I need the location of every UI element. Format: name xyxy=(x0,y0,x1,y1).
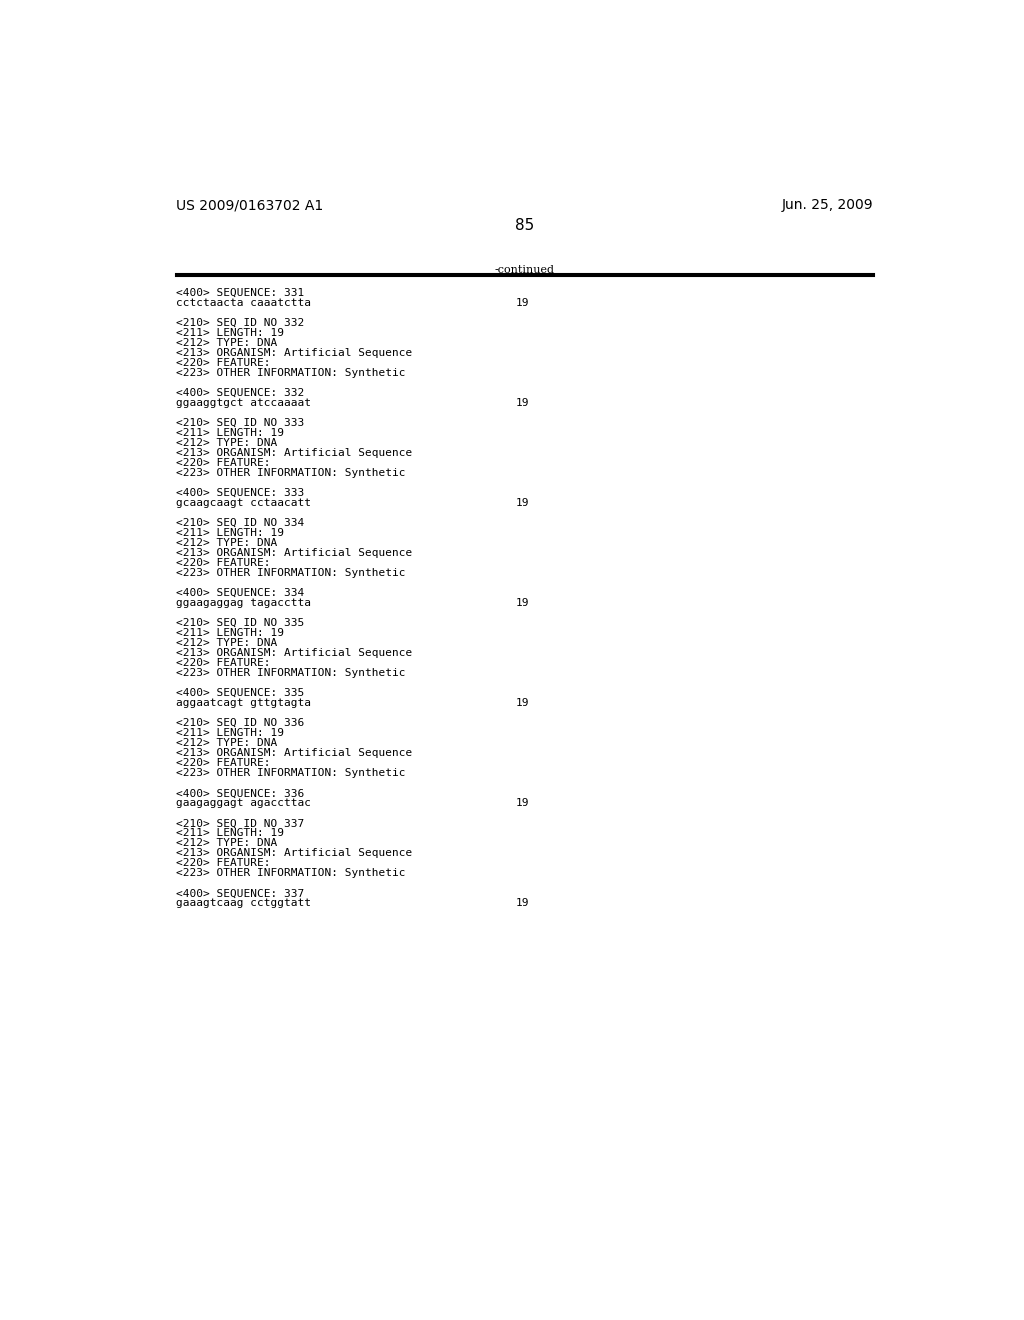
Text: Jun. 25, 2009: Jun. 25, 2009 xyxy=(782,198,873,213)
Text: <211> LENGTH: 19: <211> LENGTH: 19 xyxy=(176,729,284,738)
Text: aggaatcagt gttgtagta: aggaatcagt gttgtagta xyxy=(176,698,311,708)
Text: <212> TYPE: DNA: <212> TYPE: DNA xyxy=(176,338,278,347)
Text: <223> OTHER INFORMATION: Synthetic: <223> OTHER INFORMATION: Synthetic xyxy=(176,469,406,478)
Text: 85: 85 xyxy=(515,218,535,234)
Text: <210> SEQ ID NO 337: <210> SEQ ID NO 337 xyxy=(176,818,304,828)
Text: <212> TYPE: DNA: <212> TYPE: DNA xyxy=(176,438,278,447)
Text: <400> SEQUENCE: 331: <400> SEQUENCE: 331 xyxy=(176,288,304,298)
Text: <220> FEATURE:: <220> FEATURE: xyxy=(176,858,270,869)
Text: <212> TYPE: DNA: <212> TYPE: DNA xyxy=(176,838,278,849)
Text: <223> OTHER INFORMATION: Synthetic: <223> OTHER INFORMATION: Synthetic xyxy=(176,568,406,578)
Text: <223> OTHER INFORMATION: Synthetic: <223> OTHER INFORMATION: Synthetic xyxy=(176,768,406,779)
Text: <212> TYPE: DNA: <212> TYPE: DNA xyxy=(176,638,278,648)
Text: <400> SEQUENCE: 334: <400> SEQUENCE: 334 xyxy=(176,589,304,598)
Text: <213> ORGANISM: Artificial Sequence: <213> ORGANISM: Artificial Sequence xyxy=(176,548,413,558)
Text: <400> SEQUENCE: 335: <400> SEQUENCE: 335 xyxy=(176,688,304,698)
Text: -continued: -continued xyxy=(495,264,555,275)
Text: <211> LENGTH: 19: <211> LENGTH: 19 xyxy=(176,428,284,438)
Text: <223> OTHER INFORMATION: Synthetic: <223> OTHER INFORMATION: Synthetic xyxy=(176,668,406,678)
Text: <220> FEATURE:: <220> FEATURE: xyxy=(176,659,270,668)
Text: <213> ORGANISM: Artificial Sequence: <213> ORGANISM: Artificial Sequence xyxy=(176,447,413,458)
Text: cctctaacta caaatctta: cctctaacta caaatctta xyxy=(176,298,311,308)
Text: <400> SEQUENCE: 336: <400> SEQUENCE: 336 xyxy=(176,788,304,799)
Text: US 2009/0163702 A1: US 2009/0163702 A1 xyxy=(176,198,324,213)
Text: <210> SEQ ID NO 332: <210> SEQ ID NO 332 xyxy=(176,318,304,327)
Text: <223> OTHER INFORMATION: Synthetic: <223> OTHER INFORMATION: Synthetic xyxy=(176,869,406,878)
Text: <220> FEATURE:: <220> FEATURE: xyxy=(176,358,270,368)
Text: gaaagtcaag cctggtatt: gaaagtcaag cctggtatt xyxy=(176,899,311,908)
Text: <220> FEATURE:: <220> FEATURE: xyxy=(176,558,270,568)
Text: <212> TYPE: DNA: <212> TYPE: DNA xyxy=(176,539,278,548)
Text: 19: 19 xyxy=(515,799,529,808)
Text: <212> TYPE: DNA: <212> TYPE: DNA xyxy=(176,738,278,748)
Text: <400> SEQUENCE: 332: <400> SEQUENCE: 332 xyxy=(176,388,304,397)
Text: ggaagaggag tagacctta: ggaagaggag tagacctta xyxy=(176,598,311,609)
Text: <211> LENGTH: 19: <211> LENGTH: 19 xyxy=(176,327,284,338)
Text: <213> ORGANISM: Artificial Sequence: <213> ORGANISM: Artificial Sequence xyxy=(176,648,413,659)
Text: 19: 19 xyxy=(515,899,529,908)
Text: 19: 19 xyxy=(515,298,529,308)
Text: 19: 19 xyxy=(515,498,529,508)
Text: <220> FEATURE:: <220> FEATURE: xyxy=(176,458,270,467)
Text: <210> SEQ ID NO 334: <210> SEQ ID NO 334 xyxy=(176,517,304,528)
Text: <210> SEQ ID NO 335: <210> SEQ ID NO 335 xyxy=(176,618,304,628)
Text: <210> SEQ ID NO 333: <210> SEQ ID NO 333 xyxy=(176,418,304,428)
Text: <213> ORGANISM: Artificial Sequence: <213> ORGANISM: Artificial Sequence xyxy=(176,748,413,758)
Text: 19: 19 xyxy=(515,598,529,609)
Text: 19: 19 xyxy=(515,698,529,708)
Text: <210> SEQ ID NO 336: <210> SEQ ID NO 336 xyxy=(176,718,304,729)
Text: <220> FEATURE:: <220> FEATURE: xyxy=(176,758,270,768)
Text: <400> SEQUENCE: 337: <400> SEQUENCE: 337 xyxy=(176,888,304,899)
Text: <213> ORGANISM: Artificial Sequence: <213> ORGANISM: Artificial Sequence xyxy=(176,849,413,858)
Text: <223> OTHER INFORMATION: Synthetic: <223> OTHER INFORMATION: Synthetic xyxy=(176,368,406,378)
Text: <400> SEQUENCE: 333: <400> SEQUENCE: 333 xyxy=(176,488,304,498)
Text: <211> LENGTH: 19: <211> LENGTH: 19 xyxy=(176,628,284,638)
Text: <211> LENGTH: 19: <211> LENGTH: 19 xyxy=(176,528,284,539)
Text: <211> LENGTH: 19: <211> LENGTH: 19 xyxy=(176,829,284,838)
Text: ggaaggtgct atccaaaat: ggaaggtgct atccaaaat xyxy=(176,397,311,408)
Text: 19: 19 xyxy=(515,397,529,408)
Text: gcaagcaagt cctaacatt: gcaagcaagt cctaacatt xyxy=(176,498,311,508)
Text: gaagaggagt agaccttac: gaagaggagt agaccttac xyxy=(176,799,311,808)
Text: <213> ORGANISM: Artificial Sequence: <213> ORGANISM: Artificial Sequence xyxy=(176,348,413,358)
